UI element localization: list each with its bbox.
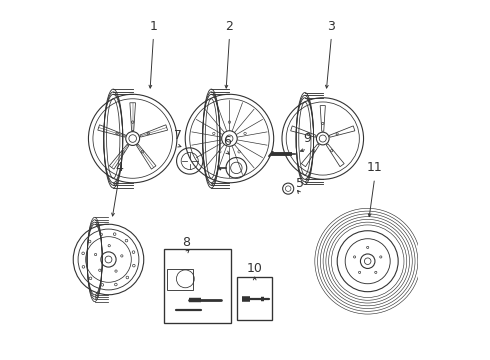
Text: 5: 5 [296,177,304,190]
Text: 6: 6 [223,135,231,148]
Text: 1: 1 [149,20,157,33]
Text: 11: 11 [367,161,383,174]
Text: 4: 4 [115,161,123,174]
Text: 3: 3 [327,20,335,33]
Bar [164,249,231,323]
Text: 2: 2 [225,20,233,33]
Text: 7: 7 [173,129,182,141]
Bar [237,277,272,320]
Text: 9: 9 [303,132,311,145]
Bar [167,269,193,290]
Text: 8: 8 [182,236,190,249]
Text: 10: 10 [247,262,263,275]
